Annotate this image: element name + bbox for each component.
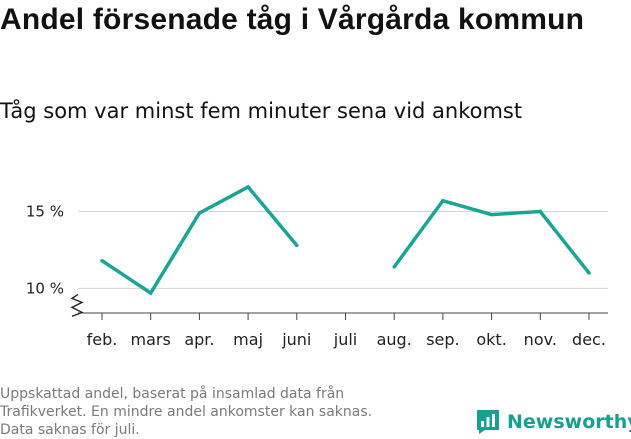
x-tick-marks bbox=[101, 313, 590, 320]
brand-name: Newsworthy bbox=[507, 411, 631, 433]
x-tick-label: aug. bbox=[377, 330, 412, 349]
data-point bbox=[148, 291, 153, 295]
x-tick-labels: feb. mars apr. maj juni juli aug. sep. okt. nov. d… bbox=[87, 330, 606, 349]
x-tick-label: okt. bbox=[476, 330, 506, 349]
data-point bbox=[197, 211, 202, 215]
chart-title: Andel försenade tåg i Vårgårda kommun bbox=[0, 3, 585, 36]
y-tick-labels: 10 % 15 % bbox=[26, 203, 64, 298]
y-tick-label: 15 % bbox=[26, 203, 64, 221]
footnote-line: Data saknas för juli. bbox=[0, 422, 140, 438]
data-point bbox=[295, 243, 299, 248]
data-point bbox=[587, 271, 591, 275]
y-tick-label: 10 % bbox=[26, 279, 64, 297]
gridlines bbox=[78, 211, 608, 289]
data-point bbox=[100, 258, 104, 263]
data-point bbox=[538, 209, 543, 214]
x-tick-label: juli bbox=[333, 330, 357, 349]
x-tick-label: nov. bbox=[524, 330, 557, 349]
series-lines bbox=[100, 184, 591, 296]
line-chart: 10 % 15 % feb. mars apr. maj juni juli aug. sep.… bbox=[26, 184, 608, 349]
x-tick-label: juni bbox=[281, 330, 311, 349]
x-tick-label: dec. bbox=[572, 330, 606, 349]
chart-subtitle: Tåg som var minst fem minuter sena vid a… bbox=[0, 99, 523, 123]
data-point bbox=[489, 212, 494, 217]
series-line bbox=[101, 184, 299, 296]
data-point bbox=[441, 198, 445, 203]
x-tick-label: apr. bbox=[184, 330, 214, 349]
brand-logo: Newsworthy bbox=[476, 409, 631, 435]
footnote-line: Uppskattad andel, baserat på insamlad da… bbox=[0, 386, 345, 402]
bar-chart-icon bbox=[477, 410, 499, 434]
data-point bbox=[246, 185, 250, 189]
footnote-line: Trafikverket. En mindre andel ankomster … bbox=[0, 404, 373, 420]
x-tick-label: mars bbox=[131, 330, 171, 349]
axis-break-icon bbox=[70, 293, 84, 318]
data-point bbox=[392, 265, 396, 269]
x-tick-label: sep. bbox=[426, 330, 459, 349]
x-tick-label: feb. bbox=[87, 330, 118, 349]
x-tick-label: maj bbox=[233, 330, 263, 349]
footnote: Uppskattad andel, baserat på insamlad da… bbox=[0, 385, 440, 439]
